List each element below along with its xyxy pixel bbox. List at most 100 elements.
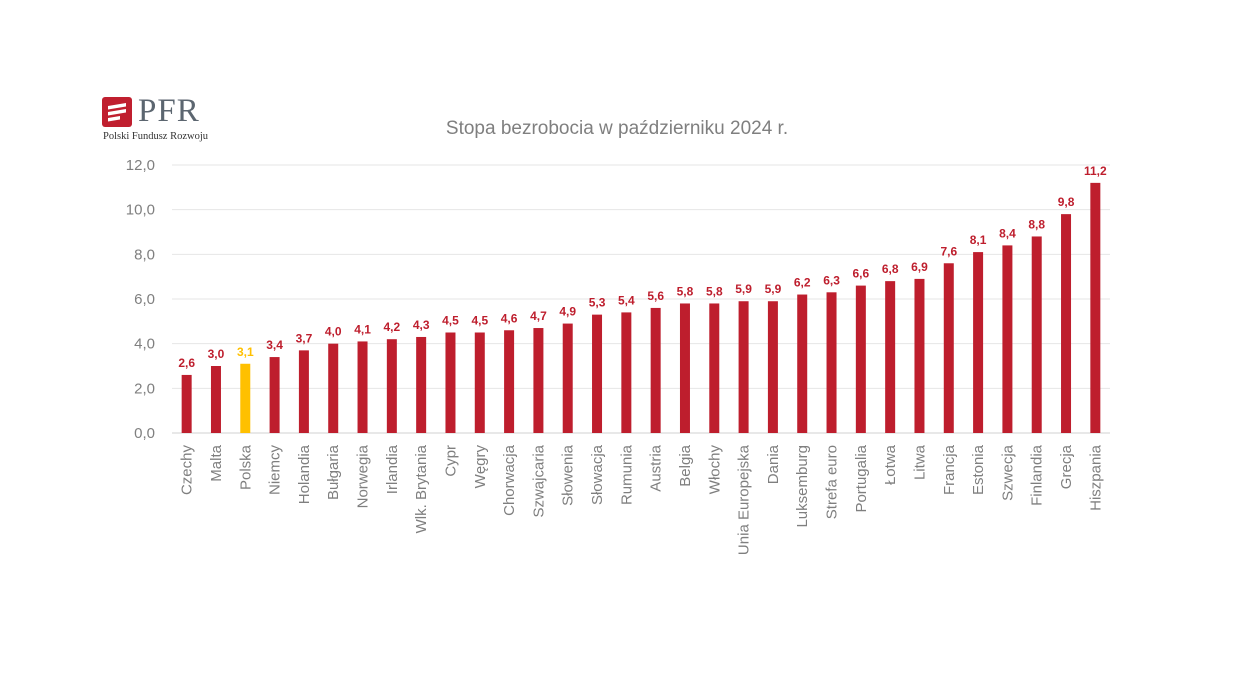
bar-1 — [210, 366, 221, 433]
data-label: 6,9 — [911, 260, 928, 274]
bar-29 — [1031, 236, 1042, 433]
category-label: Rumunia — [618, 444, 635, 505]
pfr-logo-mark-icon — [102, 97, 132, 127]
bar-0 — [181, 374, 192, 433]
category-label: Unia Europejska — [736, 444, 753, 555]
y-tick-label: 10,0 — [126, 202, 155, 219]
bar-13 — [562, 323, 573, 433]
bar-6 — [357, 341, 368, 433]
data-label: 4,2 — [384, 320, 401, 334]
data-label: 4,9 — [559, 305, 576, 319]
category-label: Norwegia — [355, 444, 372, 508]
category-label: Portugalia — [853, 444, 870, 512]
bar-14 — [592, 314, 603, 433]
bar-16 — [650, 307, 661, 433]
category-label: Holandia — [296, 444, 313, 504]
category-label: Włochy — [706, 445, 723, 495]
data-label: 3,1 — [237, 345, 254, 359]
chart-title: Stopa bezrobocia w październiku 2024 r. — [445, 118, 789, 139]
bar-4 — [298, 350, 309, 433]
data-label: 4,1 — [354, 322, 371, 336]
bar-15 — [621, 312, 632, 433]
bar-21 — [797, 294, 808, 433]
category-label: Malta — [208, 444, 225, 481]
category-label: Grecja — [1058, 444, 1075, 489]
data-label: 5,4 — [618, 293, 635, 307]
data-label: 3,0 — [208, 347, 225, 361]
bar-19 — [738, 301, 749, 433]
category-label: Cypr — [442, 445, 459, 477]
data-label: 5,8 — [677, 284, 694, 298]
data-label: 2,6 — [178, 356, 195, 370]
bar-12 — [533, 328, 544, 433]
gridlines — [172, 164, 1110, 434]
y-tick-label: 2,0 — [134, 380, 155, 397]
bar-27 — [973, 252, 984, 433]
bar-26 — [943, 263, 954, 433]
data-label: 4,6 — [501, 311, 518, 325]
data-label: 5,9 — [765, 282, 782, 296]
data-labels: 2,6 3,0 3,1 3,4 3,7 4,0 4,1 4,2 4,3 4,5 4,5 4,6 4,7 4… — [178, 164, 1107, 370]
y-tick-label: 8,0 — [134, 246, 155, 263]
bar-11 — [504, 330, 515, 433]
category-label: Niemcy — [267, 445, 284, 496]
bar-8 — [416, 336, 427, 433]
bar-31 — [1090, 182, 1101, 433]
data-label: 5,8 — [706, 284, 723, 298]
data-label: 3,7 — [296, 331, 313, 345]
bars — [181, 182, 1101, 433]
bar-9 — [445, 332, 456, 433]
data-label: 3,4 — [266, 338, 283, 352]
bar-5 — [328, 343, 339, 433]
category-label: Litwa — [911, 444, 928, 480]
data-label: 4,7 — [530, 309, 547, 323]
category-label: Strefa euro — [824, 445, 841, 519]
bar-7 — [386, 339, 397, 433]
data-label: 6,3 — [823, 273, 840, 287]
category-label: Łotwa — [882, 444, 899, 485]
y-tick-label: 4,0 — [134, 336, 155, 353]
bar-23 — [855, 285, 866, 433]
bar-10 — [474, 332, 485, 433]
category-label: Finlandia — [1029, 444, 1046, 506]
category-label: Luksemburg — [794, 445, 811, 528]
category-label: Hiszpania — [1087, 444, 1104, 511]
bar-20 — [767, 301, 778, 433]
data-label: 6,2 — [794, 276, 811, 290]
category-label: Bułgaria — [325, 444, 342, 500]
data-label: 8,8 — [1028, 217, 1045, 231]
data-label: 4,3 — [413, 318, 430, 332]
y-tick-label: 6,0 — [134, 291, 155, 308]
data-label: 8,1 — [970, 233, 987, 247]
category-label: Francja — [941, 444, 958, 495]
bar-2 — [240, 363, 251, 433]
category-label: Belgia — [677, 444, 694, 486]
category-label: Wlk. Brytania — [413, 444, 430, 533]
category-label: Czechy — [179, 445, 196, 496]
bar-24 — [885, 281, 896, 433]
bar-30 — [1061, 214, 1072, 433]
logo-subtitle: Polski Fundusz Rozwoju — [103, 131, 209, 142]
category-label: Szwecja — [999, 444, 1016, 501]
category-label: Irlandia — [384, 444, 401, 494]
data-label: 11,2 — [1084, 164, 1107, 178]
data-label: 6,8 — [882, 262, 899, 276]
data-label: 8,4 — [999, 226, 1016, 240]
category-label: Słowacja — [589, 444, 606, 505]
category-label: Słowenia — [560, 444, 577, 506]
data-label: 4,5 — [471, 314, 488, 328]
data-label: 9,8 — [1058, 195, 1075, 209]
y-tick-label: 12,0 — [126, 157, 155, 174]
category-label: Chorwacja — [501, 444, 518, 516]
logo-wordmark: PFR — [138, 93, 200, 129]
data-label: 5,9 — [735, 282, 752, 296]
category-label: Austria — [648, 444, 665, 491]
category-label: Polska — [237, 444, 254, 490]
y-tick-label: 0,0 — [134, 425, 155, 442]
pfr-logo: PFR Polski Fundusz Rozwoju — [102, 93, 242, 146]
bar-25 — [914, 278, 925, 433]
bar-17 — [679, 303, 690, 433]
category-label: Dania — [765, 444, 782, 484]
bar-3 — [269, 357, 280, 433]
